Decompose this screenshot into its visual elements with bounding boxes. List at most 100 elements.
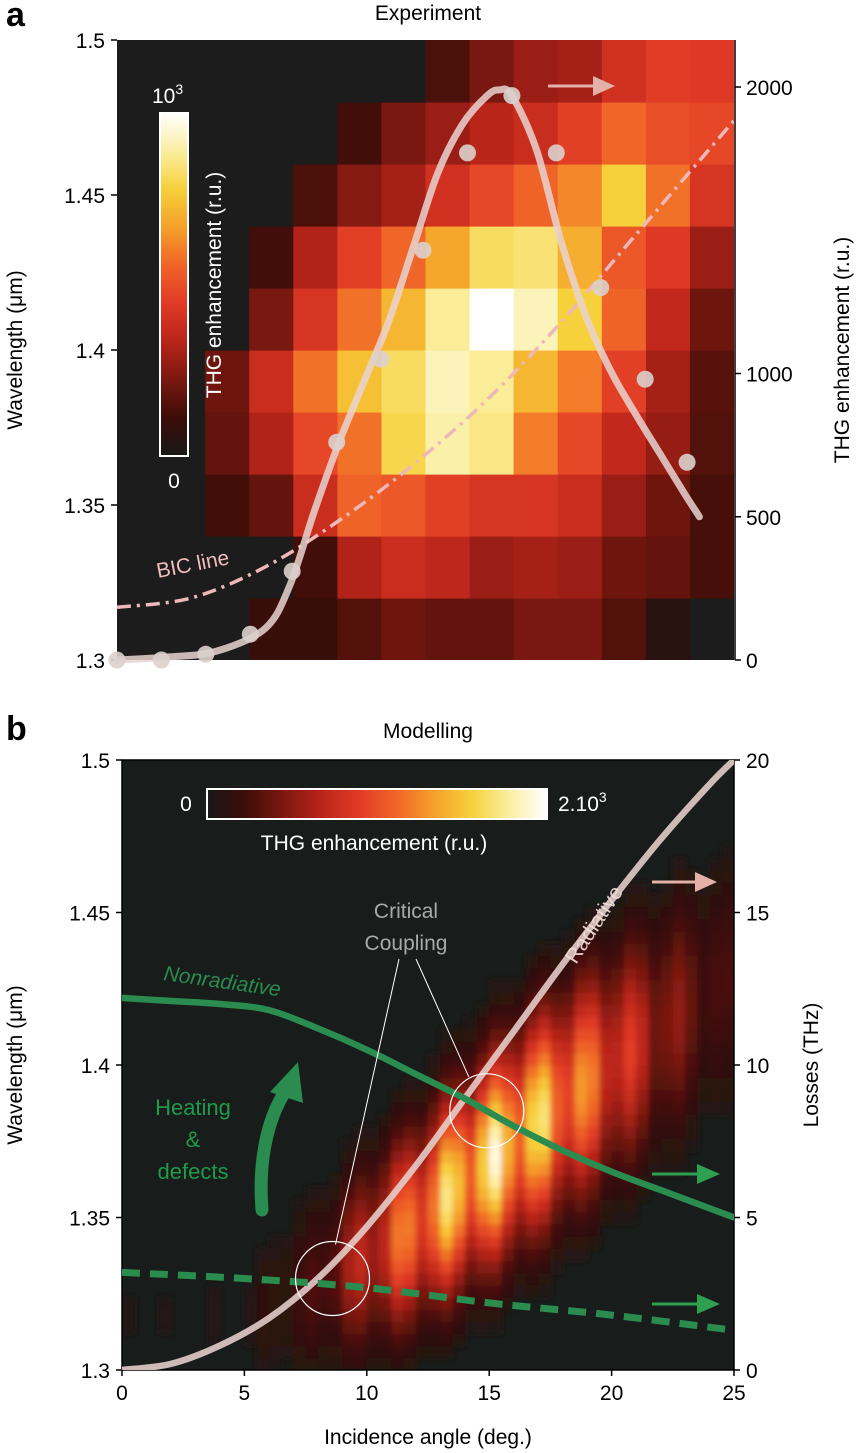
y-tick-label: 1.4: [76, 340, 106, 363]
heatmap-cell: [574, 1223, 588, 1237]
heatmap-cell: [452, 1199, 466, 1213]
heatmap-cell: [464, 1126, 478, 1139]
panel-b-colorbar-exp: 3: [599, 789, 607, 805]
heatmap-cell: [574, 1113, 588, 1127]
y-tick-label: 1.35: [69, 1208, 110, 1231]
heatmap-cell: [440, 1040, 454, 1054]
heatmap-cell: [636, 1077, 650, 1091]
heatmap-cell: [477, 1174, 490, 1188]
heatmap-cell: [513, 1248, 527, 1261]
heatmap-cell: [415, 1235, 429, 1249]
heatmap-cell: [623, 991, 637, 1005]
heatmap-cell: [440, 1235, 454, 1249]
heatmap-cell: [117, 102, 162, 165]
heatmap-cell: [337, 102, 383, 165]
heatmap-cell: [611, 930, 625, 944]
heatmap-cell: [562, 967, 576, 981]
heatmap-cell: [440, 1272, 454, 1286]
heatmap-cell: [428, 1065, 441, 1078]
heatmap-cell: [709, 967, 723, 981]
heatmap-cell: [354, 1357, 368, 1370]
panel-b-colorbar-max: 2.103: [558, 789, 607, 816]
heatmap-cell: [660, 918, 674, 932]
heatmap-cell: [623, 894, 637, 908]
heatmap-cell: [425, 226, 471, 289]
heatmap-cell: [648, 1065, 662, 1078]
heatmap-cell: [469, 536, 515, 599]
y-tick-label: 1.35: [64, 495, 105, 518]
heatmap-cell: [469, 598, 515, 660]
heatmap-cell: [562, 1223, 576, 1237]
heatmap-cell: [477, 1089, 490, 1103]
heatmap-cell: [660, 930, 674, 944]
heatmap-cell: [538, 1113, 552, 1127]
heatmap-cell: [415, 1089, 429, 1103]
heatmap-cell: [489, 1028, 503, 1042]
heatmap-cell: [489, 1235, 503, 1249]
heatmap-cell: [452, 1065, 466, 1078]
heatmap-cell: [293, 598, 338, 660]
heatmap-cell: [477, 1138, 490, 1152]
heatmap-cell: [525, 1138, 539, 1152]
heatmap-cell: [305, 1333, 319, 1347]
heatmap-cell: [501, 1101, 515, 1115]
critical-coupling-pointer: [415, 958, 470, 1078]
heatmap-cell: [601, 598, 647, 660]
heatmap-cell: [281, 1333, 295, 1347]
heatmap-cell: [354, 1296, 368, 1310]
heatmap-cell: [685, 1126, 698, 1139]
panel-a-letter: a: [6, 0, 26, 34]
heatmap-cell: [611, 918, 625, 932]
heatmap-cell: [330, 1357, 344, 1370]
heatmap-cell: [501, 1016, 515, 1030]
heatmap-cell: [562, 1077, 576, 1091]
heatmap-cell: [489, 1223, 503, 1237]
heatmap-cell: [305, 1235, 319, 1249]
heatmap-cell: [709, 882, 723, 895]
heatmap-cell: [268, 1235, 282, 1249]
heatmap-cell: [599, 1101, 613, 1115]
heatmap-cell: [391, 1260, 405, 1274]
heatmap-cell: [281, 1345, 295, 1359]
heatmap-cell: [623, 1028, 637, 1042]
heatmap-cell: [305, 1260, 319, 1274]
heatmap-cell: [469, 474, 515, 537]
heatmap-cell: [660, 991, 674, 1005]
heatmap-cell: [557, 164, 603, 227]
heatmap-cell: [611, 1150, 625, 1164]
heatmap-cell: [660, 1138, 674, 1152]
heatmap-cell: [477, 1187, 490, 1200]
heatmap-cell: [599, 1028, 613, 1042]
heatmap-cell: [538, 1016, 552, 1030]
heatmap-cell: [648, 1040, 662, 1054]
panel-b-letter: b: [6, 710, 27, 748]
heatmap-cell: [342, 1174, 356, 1188]
heatmap-cell: [342, 1187, 356, 1200]
heatmap-cell: [636, 967, 650, 981]
heatmap-cell: [256, 1248, 270, 1261]
heatmap-cell: [574, 991, 588, 1005]
heatmap-cell: [636, 1089, 650, 1103]
heatmap-cell: [391, 1199, 405, 1213]
heatmap-cell: [636, 894, 650, 908]
heatmap-cell: [415, 1345, 429, 1359]
heatmap-cell: [685, 1113, 698, 1127]
heatmap-cell: [611, 955, 625, 969]
heatmap-cell: [249, 40, 294, 103]
heatmap-cell: [501, 1272, 515, 1286]
heatmap-cell: [117, 226, 162, 289]
heatmap-cell: [379, 1321, 392, 1335]
heatmap-cell: [623, 918, 637, 932]
heatmap-cell: [403, 1260, 417, 1274]
heatmap-cell: [489, 1187, 503, 1200]
heatmap-cell: [489, 1077, 503, 1091]
heatmap-cell: [550, 1126, 564, 1139]
heatmap-cell: [268, 1284, 282, 1298]
heatmap-cell: [452, 1211, 466, 1225]
heatmap-cell: [425, 412, 471, 475]
heatmap-cell: [513, 1138, 527, 1152]
heatmap-cell: [122, 1321, 135, 1335]
heatmap-cell: [256, 1333, 270, 1347]
heatmap-cell: [672, 930, 686, 944]
heatmap-cell: [391, 1333, 405, 1347]
